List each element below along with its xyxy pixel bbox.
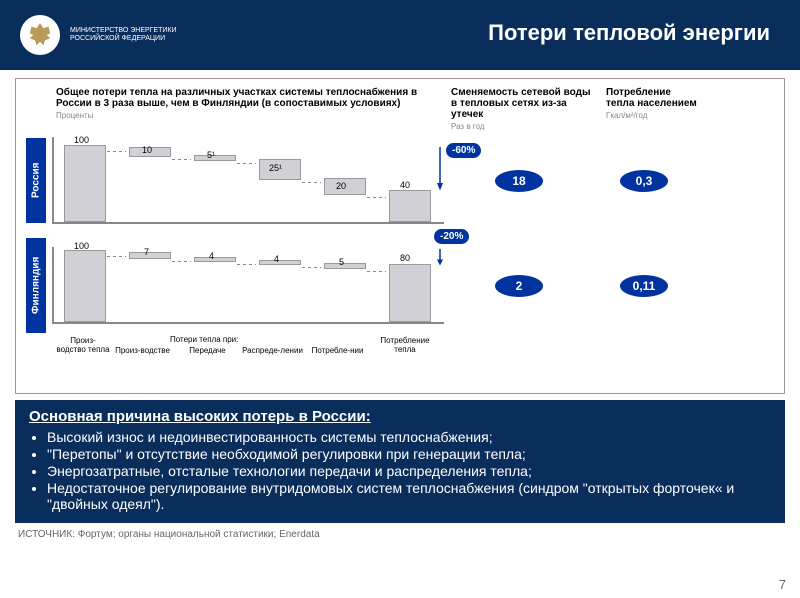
header-bar: МИНИСТЕРСТВО ЭНЕРГЕТИКИ РОССИЙСКОЙ ФЕДЕР…	[0, 0, 800, 70]
reason-item: Недостаточное регулирование внутридомовы…	[47, 480, 771, 512]
water-finland: 2	[495, 275, 543, 297]
eagle-icon	[23, 18, 57, 52]
arrow-down-icon	[434, 147, 446, 192]
waterfall-russia: 100 10 5¹ 25¹ 20 40 -60%	[52, 137, 444, 224]
tab-finland: Финляндия	[26, 238, 46, 333]
consumption-finland: 0,11	[620, 275, 668, 297]
page-title: Потери тепловой энергии	[488, 20, 770, 46]
chart-panel: Общее потери тепла на различных участках…	[15, 78, 785, 394]
emblem	[20, 15, 60, 55]
reason-item: Энергозатратные, отсталые технологии пер…	[47, 463, 771, 479]
source-line: ИСТОЧНИК: Фортум; органы национальной ст…	[18, 529, 800, 540]
column-head-right: Потребление тепла населением Гкал/м²/год	[606, 87, 701, 131]
drop-badge-russia: -60%	[446, 143, 481, 158]
reasons-title: Основная причина высоких потерь в России…	[29, 408, 771, 425]
column-head-mid: Сменяемость сетевой воды в тепловых сетя…	[451, 87, 596, 131]
reason-item: Высокий износ и недоинвестированность си…	[47, 429, 771, 445]
drop-badge-finland: -20%	[434, 229, 469, 244]
ministry-label: МИНИСТЕРСТВО ЭНЕРГЕТИКИ РОССИЙСКОЙ ФЕДЕР…	[70, 27, 190, 42]
water-russia: 18	[495, 170, 543, 192]
row-russia: Россия 100 10 5¹ 25¹ 20 40 -60% 18	[26, 137, 774, 224]
tab-russia: Россия	[26, 138, 46, 223]
waterfall-finland: 100 7 4 4 5 80 -20%	[52, 247, 444, 324]
row-finland: Финляндия 100 7 4 4 5 80 -20% 2	[26, 238, 774, 333]
consumption-russia: 0,3	[620, 170, 668, 192]
reasons-panel: Основная причина высоких потерь в России…	[15, 400, 785, 523]
page-number: 7	[779, 577, 786, 592]
arrow-down-icon	[434, 249, 446, 267]
column-head-left: Общее потери тепла на различных участках…	[56, 87, 436, 131]
reason-item: "Перетопы" и отсутствие необходимой регу…	[47, 446, 771, 462]
x-axis-labels: Произ-водство тепла Потери тепла при: Пр…	[56, 336, 774, 355]
reasons-list: Высокий износ и недоинвестированность си…	[29, 429, 771, 512]
